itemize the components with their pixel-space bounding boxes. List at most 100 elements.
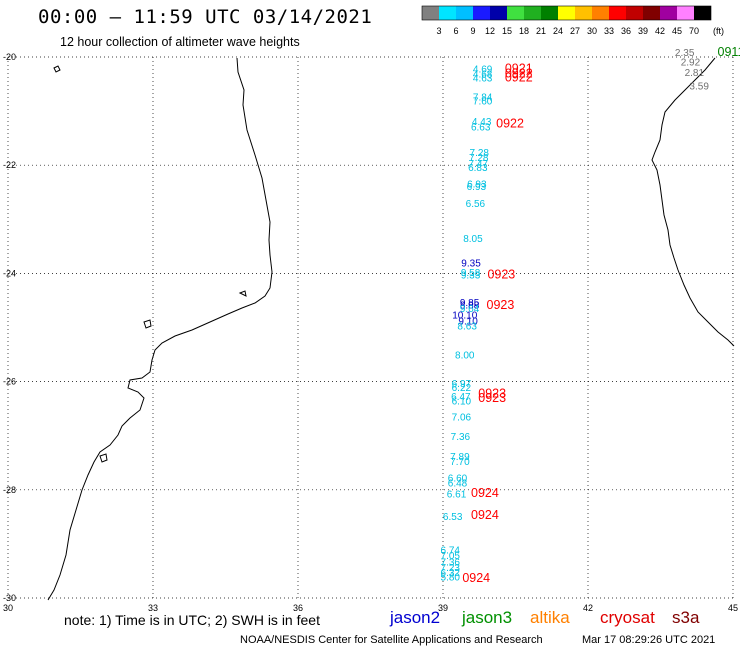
scale-swatch	[609, 6, 626, 20]
swh-value-label: 7.89	[450, 452, 470, 463]
pass-time-label: 0911	[718, 45, 740, 59]
lat-tick-label: -28	[3, 485, 16, 495]
swh-value-label: 2.92	[681, 58, 701, 69]
scale-swatch	[473, 6, 490, 20]
swh-value-label: 8.88	[460, 301, 480, 312]
pass-time-labels: 0921092209220922092309230923092309240924…	[462, 45, 740, 585]
scale-tick-label: 39	[638, 26, 648, 36]
generated-timestamp: Mar 17 08:29:26 UTC 2021	[582, 634, 716, 646]
scale-swatch	[677, 6, 694, 20]
swh-value-label: 4.68	[473, 70, 493, 81]
scale-tick-label: 30	[587, 26, 597, 36]
scale-swatch	[422, 6, 439, 20]
swh-value-label: 10.10	[452, 310, 477, 321]
scale-swatch	[592, 6, 609, 20]
swh-value-label: 9.10	[458, 316, 478, 327]
lon-tick-label: 33	[148, 603, 158, 613]
scale-tick-label: 36	[621, 26, 631, 36]
lon-tick-label: 36	[293, 603, 303, 613]
pass-time-label: 0924	[471, 486, 499, 500]
scale-tick-label: 70	[689, 26, 699, 36]
swh-value-label: 6.97	[452, 379, 472, 390]
scale-swatch	[541, 6, 558, 20]
scale-tick-label: 12	[485, 26, 495, 36]
scale-tick-label: 6	[453, 26, 458, 36]
pass-time-label: 0922	[505, 67, 533, 81]
swh-value-label: 9.35	[461, 258, 481, 269]
swh-value-label: 9.58	[461, 268, 481, 279]
scale-tick-label: 21	[536, 26, 546, 36]
island-2	[143, 319, 152, 329]
lat-tick-label: -20	[3, 52, 16, 62]
lat-tick-label: -26	[3, 377, 16, 387]
swh-value-label: 6.93	[467, 182, 487, 193]
pass-time-label: 0923	[487, 267, 515, 281]
swh-value-label: 7.60	[473, 97, 493, 108]
lon-tick-label: 39	[438, 603, 448, 613]
lon-tick-label: 42	[583, 603, 593, 613]
pass-time-label: 0924	[471, 508, 499, 522]
map-subtitle: 12 hour collection of altimeter wave hei…	[60, 35, 300, 49]
swh-value-label: 3.59	[689, 81, 709, 92]
pass-time-label: 0924	[462, 571, 490, 585]
legend-altika: altika	[530, 608, 570, 627]
swh-value-label: 6.61	[447, 489, 467, 500]
swh-value-label: 8.05	[463, 234, 483, 245]
swh-value-label: 7.28	[470, 148, 490, 159]
swh-value-label: 6.74	[441, 546, 461, 557]
legend-cryosat: cryosat	[600, 608, 655, 627]
scale-tick-label: 27	[570, 26, 580, 36]
credit-line: NOAA/NESDIS Center for Satellite Applica…	[240, 634, 543, 646]
scale-tick-label: 15	[502, 26, 512, 36]
pass-time-label: 0922	[496, 116, 524, 130]
pass-time-label: 0922	[505, 70, 533, 84]
swh-value-label: 7.70	[450, 457, 470, 468]
lat-tick-label: -30	[3, 593, 16, 603]
swh-value-label: 7.36	[451, 432, 471, 443]
scale-tick-label: 9	[470, 26, 475, 36]
swh-value-label: 6.93	[467, 179, 487, 190]
swh-value-label: 7.23	[441, 563, 461, 574]
lat-lon-grid	[7, 56, 734, 599]
lat-tick-label: -22	[3, 160, 16, 170]
swh-value-label: 4.69	[473, 65, 493, 76]
swh-value-label: 5.80	[441, 573, 461, 584]
swh-value-label: 8.63	[457, 322, 477, 333]
lon-tick-label: 45	[728, 603, 738, 613]
scale-swatch	[490, 6, 507, 20]
map-title: 00:00 – 11:59 UTC 03/14/2021	[38, 6, 373, 28]
swh-value-label: 9.64	[460, 304, 480, 315]
scale-swatch	[643, 6, 660, 20]
scale-swatch	[575, 6, 592, 20]
swh-value-label: 2.35	[675, 48, 695, 59]
scale-unit-label: (ft)	[713, 26, 724, 36]
scale-tick-label: 33	[604, 26, 614, 36]
coastline	[47, 57, 735, 601]
legend-s3a: s3a	[672, 608, 700, 627]
swh-value-label: 2.81	[685, 68, 705, 79]
scale-swatch	[660, 6, 677, 20]
swh-observations: 4.694.684.63 7.847.60 4.436.63 7.287.287.47…	[441, 48, 710, 584]
swh-value-label: 7.36	[441, 558, 461, 569]
scale-swatch	[558, 6, 575, 20]
madagascar-coastline	[651, 57, 735, 347]
island-3	[99, 453, 108, 463]
scale-swatch	[694, 6, 711, 20]
color-scale-legend: 3 6 9 12 15 18 21 24 27 30 33 36 39 42 45 70 (ft)	[421, 5, 724, 36]
scale-tick-label: 18	[519, 26, 529, 36]
scale-swatch	[439, 6, 456, 20]
legend-jason2: jason2	[390, 608, 441, 627]
pass-time-label: 0923	[487, 298, 515, 312]
swh-value-label: 7.84	[473, 92, 493, 103]
swh-value-label: 7.06	[452, 413, 472, 424]
swh-value-label: 6.56	[466, 199, 486, 210]
island-1	[53, 65, 61, 73]
scale-swatch	[626, 6, 643, 20]
swh-value-label: 6.48	[448, 479, 468, 490]
scale-tick-label: 45	[672, 26, 682, 36]
axis-labels: 30 33 36 39 42 45 -20 -22 -24 -26 -28 -30	[3, 52, 738, 613]
swh-value-label: 9.85	[460, 298, 480, 309]
swh-value-label: 7.28	[469, 153, 489, 164]
pass-time-label: 0923	[478, 386, 506, 400]
